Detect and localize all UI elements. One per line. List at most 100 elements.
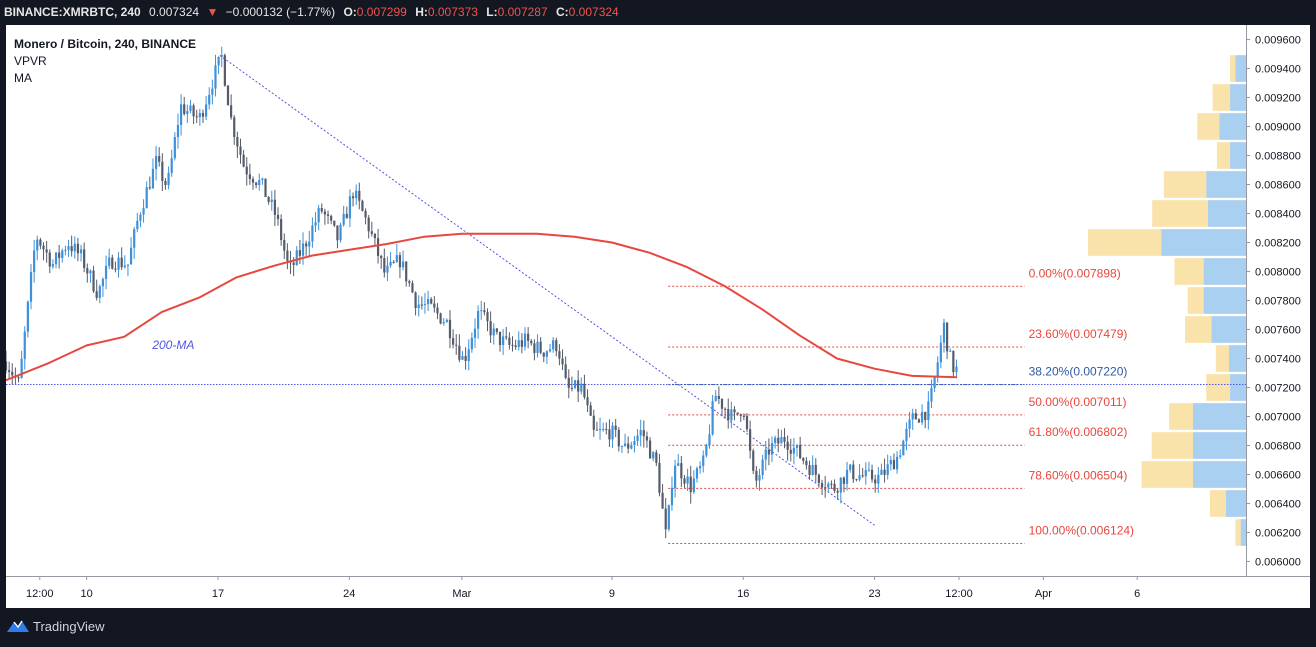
candle-body [348,196,352,219]
candle-body [423,304,427,306]
candle-body [545,351,548,357]
candle-body [273,199,276,215]
candle-body [426,299,430,305]
candle-body [23,331,26,359]
candle-body [452,338,455,345]
candle-body [361,200,364,211]
candle-body [461,356,464,360]
candle-body [164,180,167,186]
candle-body [661,492,664,509]
candle-body [26,301,29,332]
open-label: O: [343,5,357,19]
candle-body [817,474,821,483]
fib-level-label: 38.20%(0.007220) [1029,365,1128,379]
candle-body [95,291,98,298]
candle-body [173,137,176,159]
candle-body [154,156,158,169]
candle-body [802,458,805,461]
candle-body [686,476,689,484]
candle-body [936,362,939,377]
candle-body [395,255,398,263]
candle-body [339,224,342,241]
time-axis-label: Apr [1035,588,1052,600]
candle-body [789,449,792,454]
candle-body [217,56,220,66]
candle-body [523,333,527,347]
candle-body [949,350,952,352]
price-axis-label: 0.008400 [1255,209,1301,221]
candle-body [367,217,370,232]
candle-body [126,264,130,266]
chart-area[interactable]: 0.006000 0.006200 0.006400 0.006600 0.006800… [6,25,1310,608]
candle-body [705,444,708,456]
candle-body [11,371,14,376]
candle-body [8,370,11,372]
candle-body [101,278,105,287]
candle-body [795,444,799,448]
candle-body [33,250,36,273]
price-axis-label: 0.009400 [1255,64,1301,76]
candle-body [627,443,630,449]
chart-legend: Monero / Bitcoin, 240, BINANCE VPVR MA [14,36,196,87]
candle-body [179,104,183,125]
candle-body [39,239,42,246]
candle-body [724,408,727,410]
last-price: 0.007324 [149,5,200,19]
candle-body [167,172,170,186]
candle-body [414,292,417,309]
legend-indicator-vpvr[interactable]: VPVR [14,54,47,68]
candle-body [67,246,70,250]
candle-body [505,336,508,338]
price-chart[interactable]: 0.006000 0.006200 0.006400 0.006600 0.006800… [6,25,1310,608]
candle-body [308,241,311,247]
candle-body [486,312,489,322]
candle-body [517,340,520,347]
legend-indicator-ma[interactable]: MA [14,71,32,85]
candle-body [514,345,517,347]
candle-body [689,476,692,493]
candle-body [111,257,114,269]
candle-body [864,470,867,477]
candle-body [698,466,702,469]
candle-body [151,168,155,189]
candle-body [780,437,783,444]
time-axis-label: 16 [737,588,749,600]
candle-body [236,137,239,147]
candle-body [189,105,192,112]
candle-body [717,395,720,399]
candle-body [89,270,92,274]
candle-body [867,469,871,471]
candle-body [439,313,442,324]
candle-body [895,456,899,470]
candle-body [849,464,852,470]
candle-body [211,88,214,95]
volume-profile-down-bar [1235,519,1241,546]
candle-body [495,328,498,332]
volume-profile-up-bar [1225,490,1246,517]
candle-body [874,479,877,484]
candle-body [917,419,921,423]
volume-profile-down-bar [1216,142,1231,169]
candle-body [401,261,405,268]
candle-body [861,475,864,477]
candle-body [92,270,95,292]
candle-body [142,208,145,215]
candle-body [330,215,333,221]
candle-body [286,250,289,261]
candle-body [555,340,558,352]
candle-body [342,213,345,225]
candle-body [774,437,777,443]
volume-profile-up-bar [1193,432,1246,459]
candle-body [467,349,470,361]
candle-body [567,377,570,388]
volume-profile-up-bar [1230,374,1246,401]
candle-body [770,442,774,455]
candle-body [827,483,830,488]
candle-body [114,268,117,270]
candle-body [764,449,767,460]
candle-body [258,180,261,186]
candle-body [192,105,195,117]
candle-body [492,328,495,336]
candle-body [498,331,502,346]
candle-body [6,361,8,371]
